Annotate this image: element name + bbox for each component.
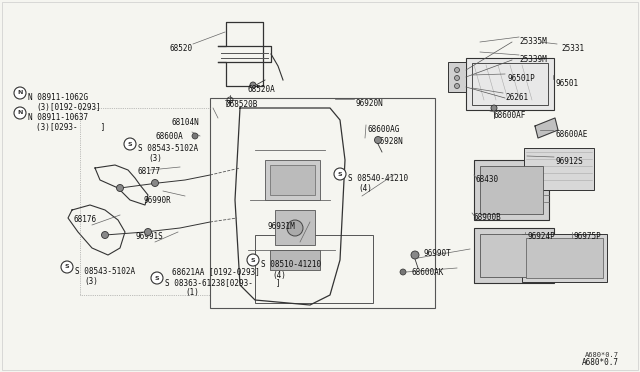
Text: 96991S: 96991S: [136, 232, 164, 241]
Text: A680*0.7: A680*0.7: [585, 352, 619, 358]
Text: (3): (3): [84, 277, 98, 286]
Text: (3)[0293-     ]: (3)[0293- ]: [36, 123, 106, 132]
Circle shape: [116, 185, 124, 192]
Text: 68621AA [0192-0293]: 68621AA [0192-0293]: [172, 267, 260, 276]
Bar: [522, 234, 607, 282]
Text: 68600AK: 68600AK: [411, 268, 444, 277]
Text: 96912S: 96912S: [556, 157, 584, 166]
Text: S: S: [338, 171, 342, 176]
Bar: [474, 160, 549, 220]
Circle shape: [400, 269, 406, 275]
Text: 96990R: 96990R: [143, 196, 171, 205]
Text: (3)[0192-0293]: (3)[0192-0293]: [36, 103, 100, 112]
Polygon shape: [535, 118, 558, 138]
Bar: [480, 166, 543, 214]
Text: 68600A: 68600A: [155, 132, 183, 141]
Text: S: S: [128, 141, 132, 147]
Circle shape: [287, 220, 303, 236]
Circle shape: [411, 251, 419, 259]
Text: 96501P: 96501P: [507, 74, 535, 83]
Bar: [270, 250, 320, 270]
Text: N: N: [17, 110, 22, 115]
Text: S: S: [155, 276, 159, 280]
Circle shape: [151, 272, 163, 284]
Bar: [480, 234, 548, 277]
Bar: [526, 238, 603, 278]
Bar: [472, 63, 548, 105]
Circle shape: [152, 180, 159, 186]
Text: S 08363-61238[0293-     ]: S 08363-61238[0293- ]: [165, 278, 280, 287]
Circle shape: [124, 138, 136, 150]
Circle shape: [250, 82, 256, 88]
Polygon shape: [235, 108, 345, 305]
Text: A680*0.7: A680*0.7: [582, 358, 619, 367]
Text: (3): (3): [148, 154, 162, 163]
Text: 68600AF: 68600AF: [493, 111, 525, 120]
Circle shape: [14, 87, 26, 99]
Text: 96920N: 96920N: [355, 99, 383, 108]
Bar: [270, 165, 315, 195]
Text: 26261: 26261: [505, 93, 528, 102]
Circle shape: [454, 83, 460, 89]
Bar: [210, 98, 435, 308]
Text: (4): (4): [272, 271, 286, 280]
Circle shape: [374, 137, 381, 144]
Text: S: S: [251, 257, 255, 263]
Text: 96975P: 96975P: [573, 232, 601, 241]
Circle shape: [491, 105, 497, 111]
Circle shape: [102, 231, 109, 238]
Circle shape: [145, 228, 152, 235]
Circle shape: [454, 67, 460, 73]
Text: 68104N: 68104N: [172, 118, 200, 127]
Circle shape: [14, 107, 26, 119]
Bar: [255, 235, 373, 303]
Text: 68600AE: 68600AE: [555, 130, 588, 139]
Text: 96501: 96501: [555, 79, 578, 88]
Text: 96931M: 96931M: [267, 222, 295, 231]
Bar: [524, 148, 594, 190]
Circle shape: [334, 168, 346, 180]
Text: 68520: 68520: [170, 44, 193, 53]
Text: Ø68520B: Ø68520B: [225, 100, 257, 109]
Polygon shape: [95, 165, 148, 205]
Text: S 08510-41210: S 08510-41210: [261, 260, 321, 269]
Text: 25331: 25331: [561, 44, 584, 53]
Bar: [466, 58, 554, 110]
Polygon shape: [68, 205, 125, 255]
Text: 25335M: 25335M: [519, 37, 547, 46]
Text: (1): (1): [185, 288, 199, 297]
Text: 25339M: 25339M: [519, 55, 547, 64]
Text: S 08543-5102A: S 08543-5102A: [75, 267, 135, 276]
Text: 68900B: 68900B: [474, 213, 502, 222]
Circle shape: [192, 133, 198, 139]
Text: N: N: [17, 90, 22, 96]
Bar: [265, 160, 320, 200]
Circle shape: [61, 261, 73, 273]
Circle shape: [247, 254, 259, 266]
Text: 96990T: 96990T: [424, 249, 452, 258]
Text: S 08543-5102A: S 08543-5102A: [138, 144, 198, 153]
Text: 68430: 68430: [476, 175, 499, 184]
Text: S 08540-41210: S 08540-41210: [348, 174, 408, 183]
Text: 96924P: 96924P: [527, 232, 555, 241]
Bar: [448, 62, 466, 92]
Text: 68176: 68176: [74, 215, 97, 224]
Text: S: S: [65, 264, 69, 269]
Text: N 08911-1062G: N 08911-1062G: [28, 93, 88, 102]
Text: 68177: 68177: [138, 167, 161, 176]
Text: N 08911-10637: N 08911-10637: [28, 113, 88, 122]
Text: 68600AG: 68600AG: [368, 125, 401, 134]
Text: 68520A: 68520A: [248, 85, 276, 94]
Bar: [275, 210, 315, 245]
Bar: [474, 228, 554, 283]
Text: (4): (4): [358, 184, 372, 193]
Circle shape: [454, 76, 460, 80]
Text: 96928N: 96928N: [376, 137, 404, 146]
